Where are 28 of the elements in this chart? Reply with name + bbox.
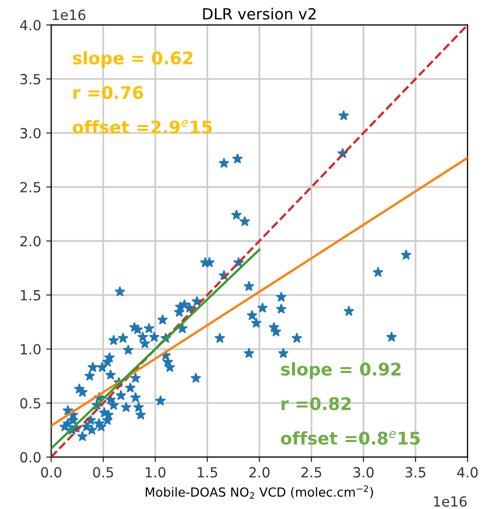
- y-tick-label: 0.5: [20, 398, 40, 409]
- x-tick-label: 2.5: [301, 467, 322, 478]
- y-tick-label: 1.5: [20, 290, 40, 301]
- text: 1e16: [434, 496, 467, 507]
- y-tick-label: 2.5: [20, 182, 40, 192]
- annotation: offset =0.8$^{e}$15: [280, 431, 420, 445]
- x-tick-label: 0.0: [41, 467, 62, 478]
- x-tick-label: 1.5: [198, 467, 218, 478]
- x-axis-title: Mobile-DOAS NO$_{2}$ VCD (molec.cm$^{−2}$): [146, 485, 373, 499]
- x-tick-label: 3.5: [406, 467, 426, 478]
- y-tick-label: 3.0: [20, 128, 41, 138]
- y-tick-label: 2.0: [20, 236, 41, 246]
- text: 1e16: [52, 10, 86, 20]
- x-tick-label: 4.0: [457, 467, 478, 478]
- annotation: offset =2.9$^{e}$15: [72, 120, 212, 134]
- x-tick-label: 3.0: [353, 467, 374, 478]
- y-tick-label: 0.0: [20, 452, 41, 463]
- y-tick-label: 1.0: [20, 344, 41, 355]
- annotation: slope = 0.92: [281, 362, 401, 380]
- x-tick-label: 0.5: [93, 467, 114, 478]
- x-tick-label: 1.0: [146, 467, 166, 478]
- annotation: r =0.82: [282, 397, 351, 410]
- y-tick-label: 3.5: [20, 74, 40, 84]
- annotation: slope = 0.62: [72, 51, 192, 68]
- annotation: r =0.76: [73, 86, 144, 100]
- x-tick-label: 2.0: [249, 467, 270, 478]
- chart-title: DLR version v2: [203, 8, 316, 20]
- y-tick-label: 4.0: [20, 20, 41, 30]
